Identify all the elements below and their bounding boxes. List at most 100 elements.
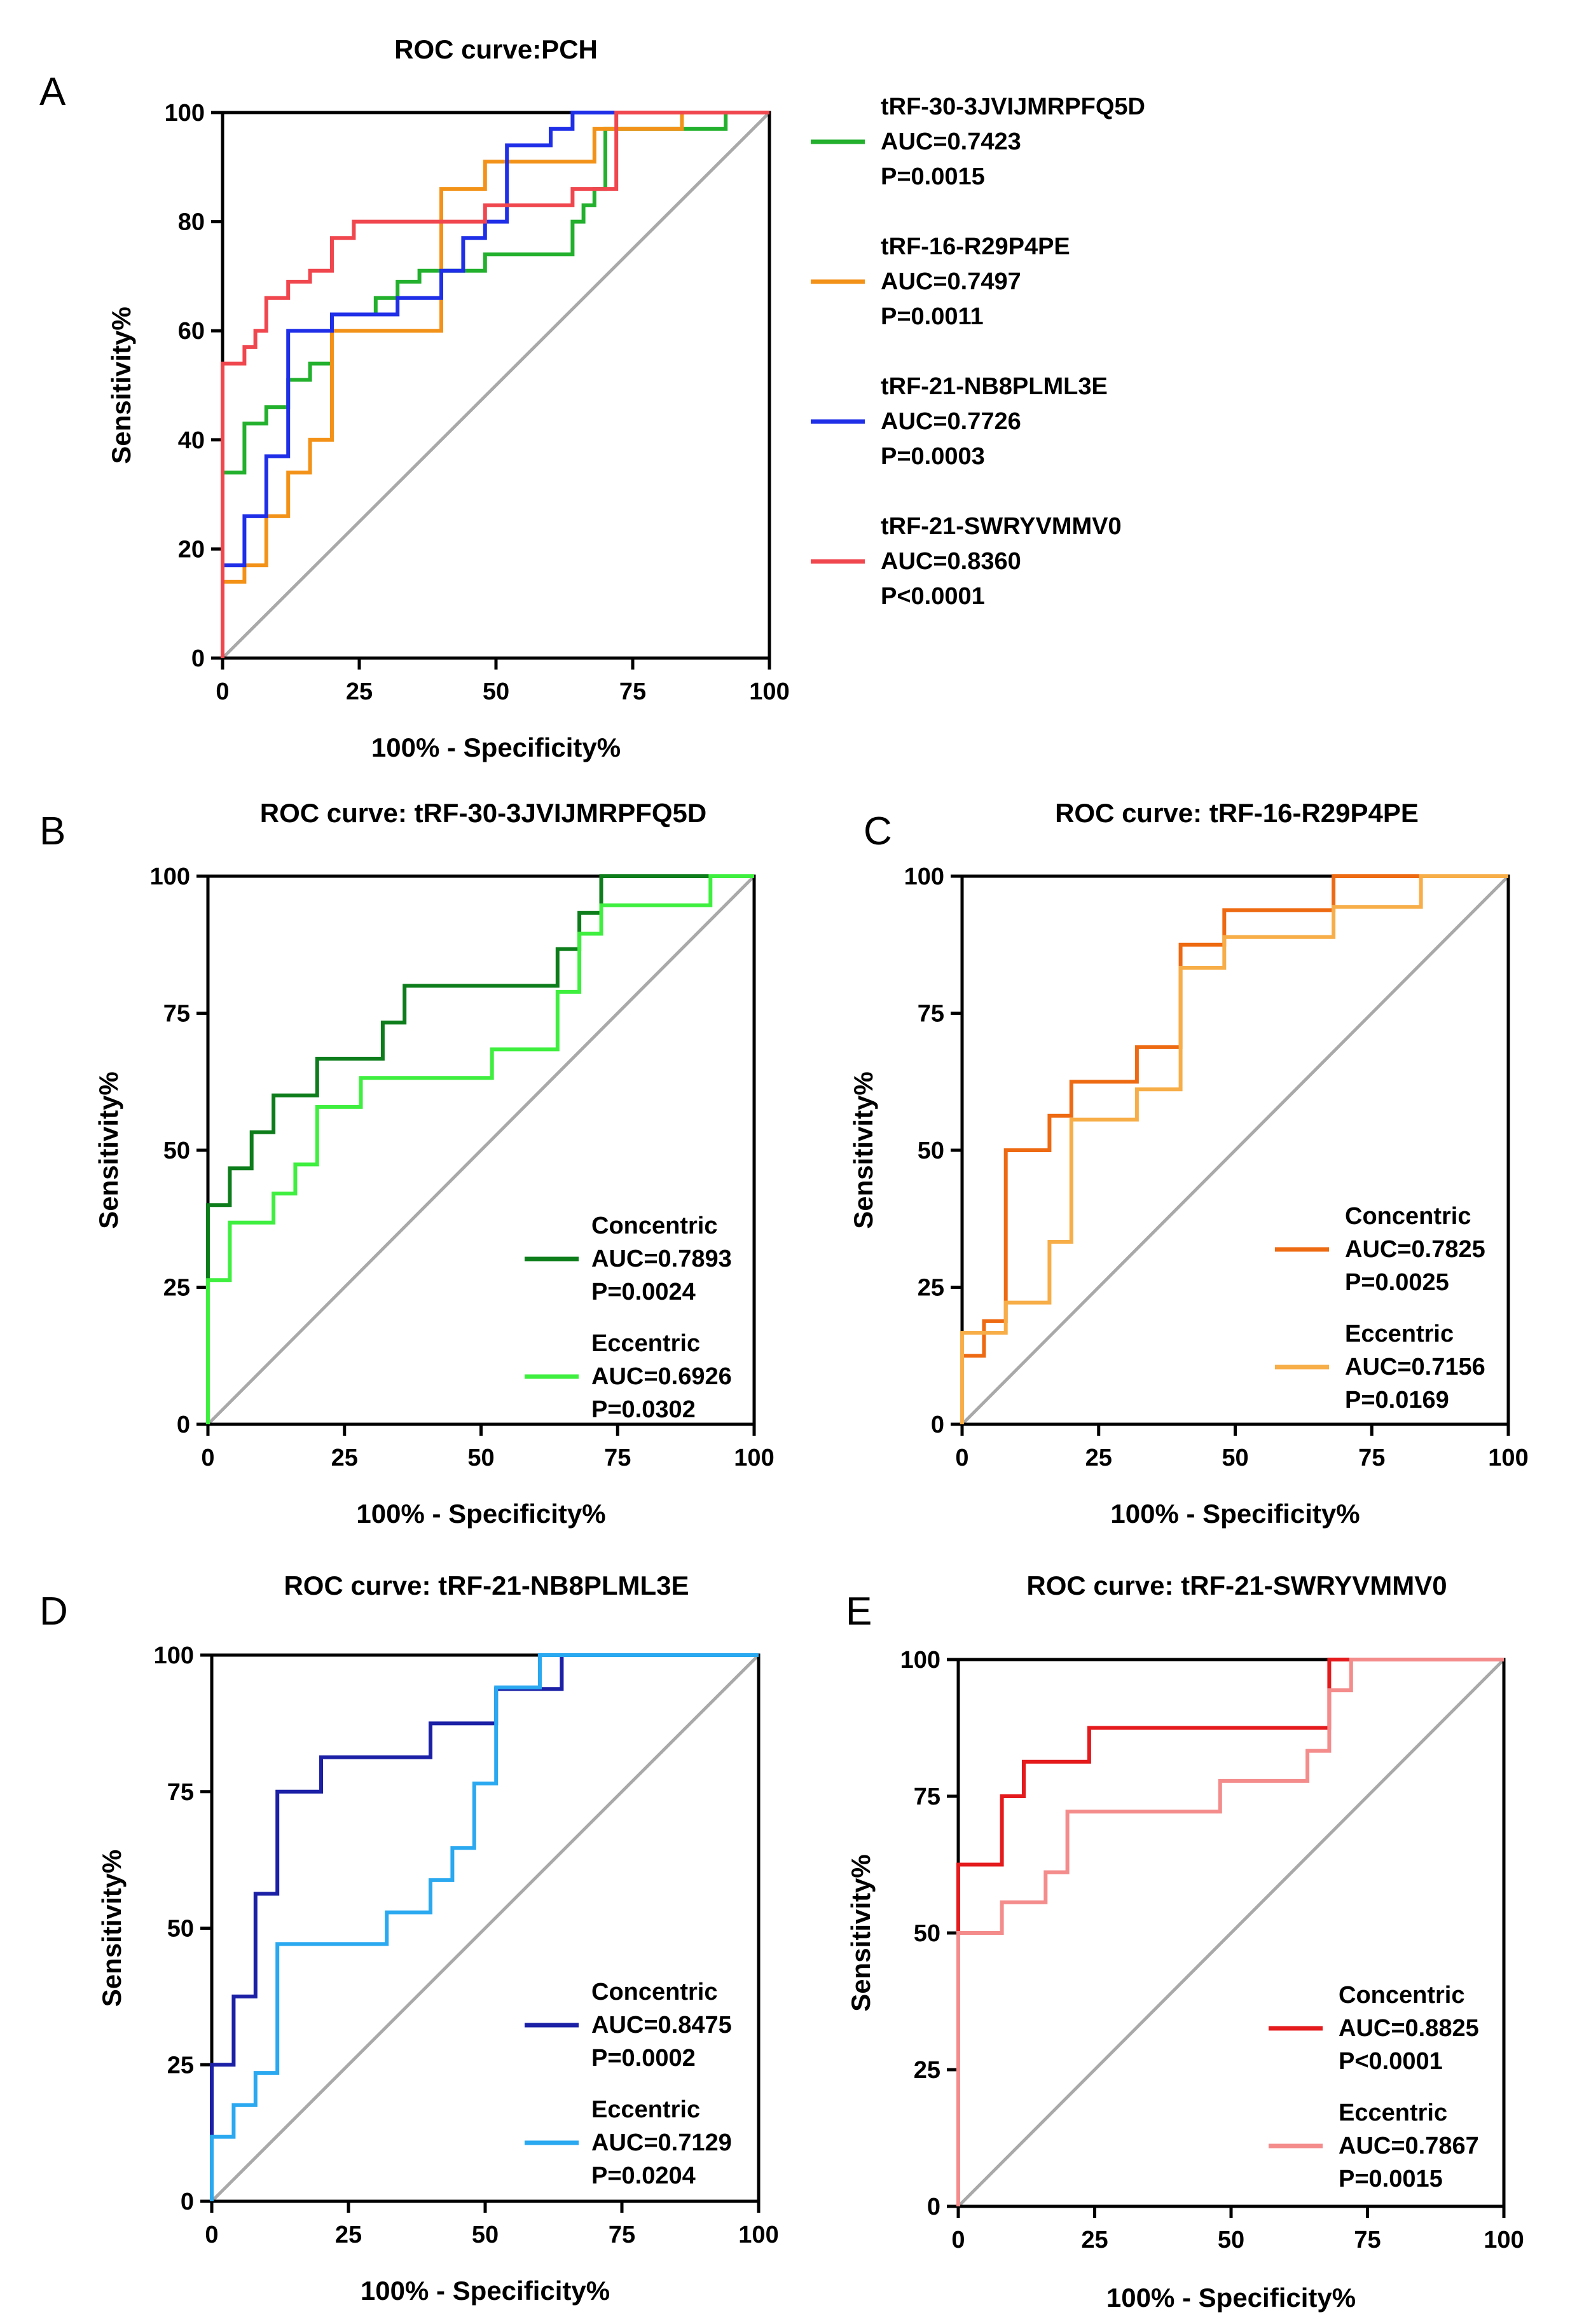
y-tick-label: 50	[167, 1916, 194, 1942]
reference-diagonal-line	[210, 1654, 760, 2203]
roc-line-concentric	[206, 874, 754, 1424]
x-axis-label: 100% - Specificity%	[361, 2276, 610, 2306]
legend-auc-value: AUC=0.7726	[881, 408, 1021, 435]
x-tick-label: 25	[1085, 1445, 1112, 1471]
legend-series-name: Eccentric	[591, 2096, 700, 2123]
x-axis-label: 100% - Specificity%	[1110, 1499, 1360, 1529]
y-tick-label: 75	[163, 1001, 190, 1028]
x-tick-label: 0	[216, 678, 229, 705]
x-tick-label: 100	[734, 1445, 774, 1471]
y-tick-label: 80	[178, 209, 205, 236]
y-tick-label: 75	[167, 1779, 194, 1806]
legend-series-name: Eccentric	[591, 1330, 700, 1357]
roc-line-eccentric	[206, 874, 754, 1424]
roc-panel-d: D ROC curve: tRF-21-NB8PLML3E 0 25 50 75 100 0 2…	[39, 1571, 779, 2306]
x-axis-label: 100% - Specificity%	[371, 732, 621, 762]
legend-auc-value: AUC=0.7129	[591, 2129, 732, 2156]
x-tick-label: 25	[1081, 2227, 1108, 2253]
roc-line-trf-21-nb8plml3e	[221, 111, 769, 658]
legend-auc-value: AUC=0.7867	[1339, 2133, 1479, 2159]
legend-series-name: tRF-21-SWRYVMMV0	[881, 513, 1122, 540]
x-tick-label: 50	[472, 2222, 499, 2248]
x-tick-label: 50	[1218, 2227, 1244, 2253]
roc-line-eccentric	[956, 1658, 1504, 2206]
legend-auc-value: AUC=0.7156	[1345, 1354, 1485, 1380]
legend-series-name: Concentric	[591, 1213, 717, 1239]
x-tick-label: 75	[609, 2222, 635, 2248]
roc-panel-b: B ROC curve: tRF-30-3JVIJMRPFQ5D 0 25 50 75 10…	[39, 798, 775, 1529]
legend-p-value: P=0.0015	[881, 163, 985, 190]
x-tick-label: 100	[1488, 1445, 1528, 1471]
x-tick-label: 100	[1484, 2227, 1524, 2253]
y-tick-label: 50	[918, 1138, 944, 1164]
chart-title: ROC curve: tRF-16-R29P4PE	[1055, 798, 1419, 828]
chart-title: ROC curve: tRF-30-3JVIJMRPFQ5D	[260, 798, 707, 828]
legend-auc-value: AUC=0.8475	[591, 2012, 732, 2039]
roc-line-trf-21-swryvmmv0	[221, 111, 769, 658]
y-tick-label: 50	[163, 1138, 190, 1164]
legend-auc-value: AUC=0.8360	[881, 548, 1021, 575]
legend-series-name: Concentric	[591, 1979, 717, 2005]
y-tick-label: 20	[178, 536, 205, 563]
legend-p-value: P=0.0169	[1345, 1387, 1449, 1413]
y-tick-label: 25	[167, 2052, 194, 2079]
legend-series-name: Concentric	[1345, 1203, 1471, 1230]
roc-line-eccentric	[210, 1653, 759, 2201]
legend: tRF-30-3JVIJMRPFQ5D AUC=0.7423 P=0.0015 tRF…	[811, 93, 1145, 610]
legend-p-value: P<0.0001	[1339, 2048, 1443, 2075]
legend-auc-value: AUC=0.6926	[591, 1363, 732, 1390]
x-tick-label: 100	[738, 2222, 778, 2248]
legend-auc-value: AUC=0.8825	[1339, 2015, 1479, 2042]
legend-p-value: P=0.0002	[591, 2045, 696, 2072]
y-tick-label: 25	[163, 1275, 190, 1302]
x-tick-label: 0	[951, 2227, 965, 2253]
reference-diagonal-line	[207, 875, 755, 1426]
x-tick-label: 0	[205, 2222, 218, 2248]
y-tick-label: 100	[154, 1642, 194, 1669]
x-tick-label: 75	[604, 1445, 631, 1471]
panel-letter-b: B	[39, 809, 65, 853]
legend-auc-value: AUC=0.7825	[1345, 1236, 1485, 1263]
reference-diagonal-line	[957, 1658, 1505, 2208]
legend-p-value: P=0.0011	[881, 303, 984, 330]
legend-series-name: tRF-30-3JVIJMRPFQ5D	[881, 93, 1145, 120]
x-axis-label: 100% - Specificity%	[1106, 2283, 1356, 2313]
reference-diagonal-line	[961, 875, 1510, 1426]
x-tick-label: 50	[483, 678, 509, 705]
roc-line-eccentric	[960, 874, 1508, 1424]
x-axis-label: 100% - Specificity%	[356, 1499, 605, 1529]
y-tick-label: 0	[177, 1412, 190, 1438]
y-tick-label: 40	[178, 427, 205, 454]
y-tick-label: 75	[918, 1001, 944, 1028]
legend-auc-value: AUC=0.7423	[881, 128, 1021, 155]
y-tick-label: 25	[914, 2057, 940, 2084]
x-tick-label: 25	[331, 1445, 358, 1471]
y-tick-label: 0	[181, 2189, 194, 2215]
x-tick-label: 25	[335, 2222, 362, 2248]
y-tick-label: 100	[900, 1647, 940, 1674]
x-tick-label: 50	[1222, 1445, 1248, 1471]
y-axis-label: Sensitivity%	[846, 1854, 876, 2011]
x-tick-label: 75	[1354, 2227, 1381, 2253]
x-tick-label: 0	[201, 1445, 214, 1471]
legend-p-value: P=0.0003	[881, 443, 985, 470]
y-tick-label: 0	[927, 2194, 940, 2220]
legend-series-name: Eccentric	[1345, 1321, 1454, 1347]
x-tick-label: 50	[467, 1445, 494, 1471]
chart-title: ROC curve: tRF-21-NB8PLML3E	[284, 1571, 689, 1600]
y-tick-label: 60	[178, 318, 205, 345]
legend-p-value: P=0.0204	[591, 2162, 696, 2189]
y-axis-label: Sensitivity%	[106, 306, 136, 464]
x-tick-label: 0	[955, 1445, 968, 1471]
panel-letter-d: D	[39, 1590, 68, 1633]
legend-series-name: tRF-21-NB8PLML3E	[881, 373, 1108, 400]
x-tick-label: 100	[749, 678, 789, 705]
roc-panel-a: A ROC curve:PCH 0 25 50 75 100 0 20 40 60 80 100 100%…	[39, 34, 1145, 762]
panel-letter-c: C	[864, 809, 892, 853]
legend-series-name: Concentric	[1339, 1982, 1464, 2009]
roc-panel-e: E ROC curve: tRF-21-SWRYVMMV0 0 25 50 75 100 0 2…	[846, 1571, 1524, 2313]
x-tick-label: 75	[619, 678, 646, 705]
panel-letter-a: A	[39, 70, 66, 114]
reference-diagonal-line	[221, 111, 771, 659]
